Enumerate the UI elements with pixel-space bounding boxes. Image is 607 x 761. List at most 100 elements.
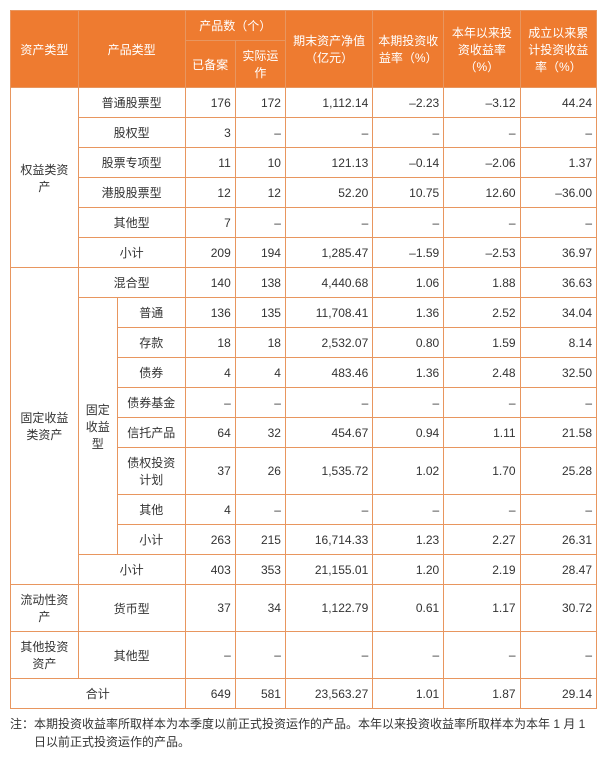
table-row: 权益类资产 普通股票型 176 172 1,112.14 –2.23 –3.12…	[11, 88, 597, 118]
group-equity: 权益类资产	[11, 88, 79, 268]
cell-filed: 4	[185, 358, 235, 388]
cell-filed: 37	[185, 448, 235, 495]
cell-nav: 11,708.41	[285, 298, 372, 328]
cell-filed: –	[185, 388, 235, 418]
cell-ir: 29.14	[520, 679, 596, 709]
cell-filed: 176	[185, 88, 235, 118]
cell-ir: 36.97	[520, 238, 596, 268]
cell-yr: –2.06	[444, 148, 520, 178]
ptype-label: 小计	[78, 238, 185, 268]
group-other: 其他投资资产	[11, 632, 79, 679]
cell-nav: 16,714.33	[285, 525, 372, 555]
cell-ir: 26.31	[520, 525, 596, 555]
cell-op: 353	[235, 555, 285, 585]
cell-pr: –	[373, 388, 444, 418]
group-liquidity: 流动性资产	[11, 585, 79, 632]
cell-yr: 1.11	[444, 418, 520, 448]
table-row: 股权型 3 – – – – –	[11, 118, 597, 148]
cell-ir: 25.28	[520, 448, 596, 495]
cell-op: 194	[235, 238, 285, 268]
cell-pr: 1.06	[373, 268, 444, 298]
cell-filed: 136	[185, 298, 235, 328]
table-row-total: 合计 649 581 23,563.27 1.01 1.87 29.14	[11, 679, 597, 709]
cell-pr: 10.75	[373, 178, 444, 208]
cell-op: 12	[235, 178, 285, 208]
cell-nav: 483.46	[285, 358, 372, 388]
cell-op: 215	[235, 525, 285, 555]
table-header: 资产类型 产品类型 产品数（个） 期末资产净值（亿元） 本期投资收益率（%） 本…	[11, 11, 597, 88]
cell-pr: 0.94	[373, 418, 444, 448]
cell-nav: –	[285, 118, 372, 148]
cell-op: 34	[235, 585, 285, 632]
cell-filed: 18	[185, 328, 235, 358]
cell-op: 10	[235, 148, 285, 178]
cell-yr: 1.87	[444, 679, 520, 709]
cell-nav: 21,155.01	[285, 555, 372, 585]
cell-yr: –	[444, 495, 520, 525]
col-operating: 实际运作	[235, 41, 285, 88]
cell-yr: 1.59	[444, 328, 520, 358]
ptype-label: 债券基金	[117, 388, 185, 418]
cell-filed: 3	[185, 118, 235, 148]
table-row: 股票专项型 11 10 121.13 –0.14 –2.06 1.37	[11, 148, 597, 178]
cell-yr: –	[444, 208, 520, 238]
cell-filed: 7	[185, 208, 235, 238]
cell-op: –	[235, 495, 285, 525]
cell-yr: –3.12	[444, 88, 520, 118]
cell-op: 4	[235, 358, 285, 388]
ptype-label: 债权投资计划	[117, 448, 185, 495]
table-row: 流动性资产 货币型 37 34 1,122.79 0.61 1.17 30.72	[11, 585, 597, 632]
cell-ir: 34.04	[520, 298, 596, 328]
cell-nav: 454.67	[285, 418, 372, 448]
cell-yr: –	[444, 388, 520, 418]
cell-yr: 2.27	[444, 525, 520, 555]
cell-yr: 1.17	[444, 585, 520, 632]
ptype-label: 债券	[117, 358, 185, 388]
table-row: 港股股票型 12 12 52.20 10.75 12.60 –36.00	[11, 178, 597, 208]
cell-ir: 30.72	[520, 585, 596, 632]
cell-op: 18	[235, 328, 285, 358]
cell-filed: 140	[185, 268, 235, 298]
table-row: 小计 209 194 1,285.47 –1.59 –2.53 36.97	[11, 238, 597, 268]
footnote: 注：本期投资收益率所取样本为本季度以前正式投资运作的产品。本年以来投资收益率所取…	[10, 715, 597, 751]
cell-pr: –	[373, 632, 444, 679]
cell-pr: 0.80	[373, 328, 444, 358]
table-row: 固定收益类资产 混合型 140 138 4,440.68 1.06 1.88 3…	[11, 268, 597, 298]
cell-op: –	[235, 388, 285, 418]
cell-op: 26	[235, 448, 285, 495]
cell-pr: –2.23	[373, 88, 444, 118]
table-row: 小计 403 353 21,155.01 1.20 2.19 28.47	[11, 555, 597, 585]
cell-nav: 23,563.27	[285, 679, 372, 709]
cell-pr: 1.01	[373, 679, 444, 709]
group-fixed: 固定收益类资产	[11, 268, 79, 585]
cell-yr: 1.70	[444, 448, 520, 495]
cell-yr: 2.19	[444, 555, 520, 585]
cell-pr: 1.20	[373, 555, 444, 585]
group-total: 合计	[11, 679, 186, 709]
cell-nav: 4,440.68	[285, 268, 372, 298]
cell-nav: 2,532.07	[285, 328, 372, 358]
cell-filed: 4	[185, 495, 235, 525]
col-inception-return: 成立以来累计投资收益率（%）	[520, 11, 596, 88]
cell-filed: 649	[185, 679, 235, 709]
cell-ir: –	[520, 118, 596, 148]
cell-ir: 1.37	[520, 148, 596, 178]
cell-ir: 28.47	[520, 555, 596, 585]
ptype-label: 股权型	[78, 118, 185, 148]
cell-nav: –	[285, 388, 372, 418]
cell-op: 32	[235, 418, 285, 448]
cell-filed: 209	[185, 238, 235, 268]
cell-ir: –	[520, 208, 596, 238]
cell-yr: –2.53	[444, 238, 520, 268]
cell-yr: 1.88	[444, 268, 520, 298]
cell-filed: 12	[185, 178, 235, 208]
cell-op: 138	[235, 268, 285, 298]
cell-yr: 12.60	[444, 178, 520, 208]
cell-ir: –	[520, 632, 596, 679]
cell-pr: –	[373, 118, 444, 148]
cell-filed: 64	[185, 418, 235, 448]
ptype-label: 其他型	[78, 632, 185, 679]
cell-filed: 263	[185, 525, 235, 555]
cell-op: 172	[235, 88, 285, 118]
col-product-type: 产品类型	[78, 11, 185, 88]
